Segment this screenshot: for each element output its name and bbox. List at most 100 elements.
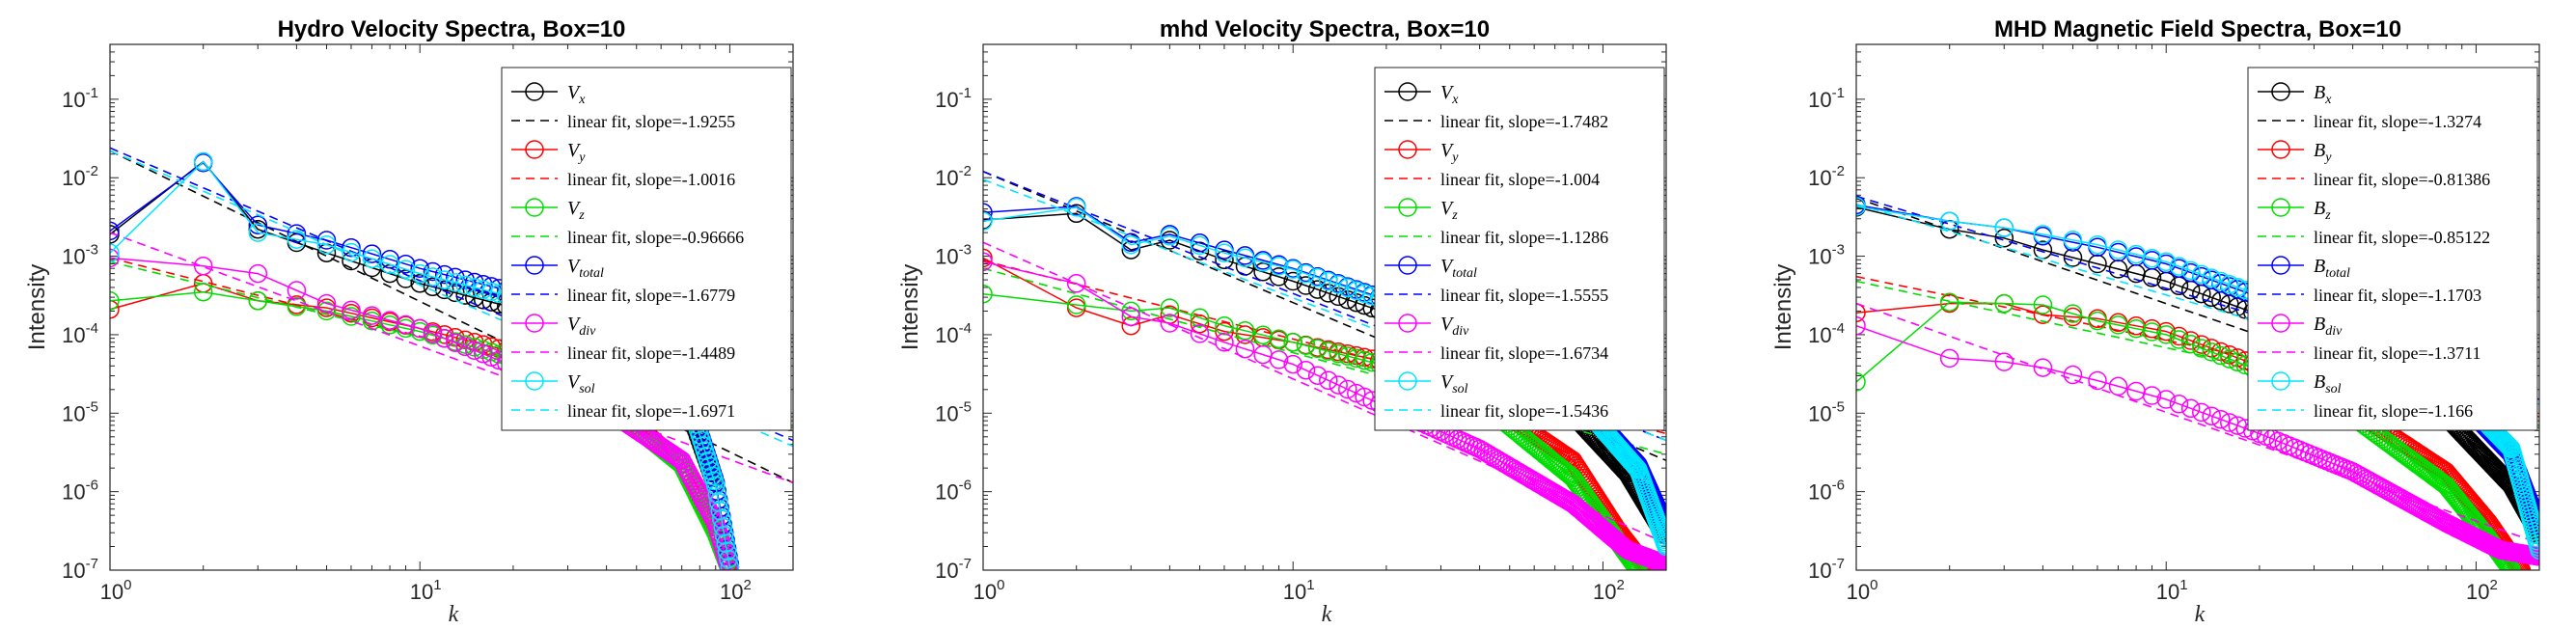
marker-B_sol: [2202, 268, 2221, 287]
x-tick-label: 102: [720, 577, 752, 604]
marker-V_x: [1215, 250, 1234, 270]
marker-V_z: [1066, 295, 1086, 314]
fit-line-B_sol: [1856, 203, 2539, 405]
marker-V_total: [287, 224, 307, 243]
marker-V_sol: [316, 234, 337, 255]
marker-V_sol: [1648, 513, 1666, 533]
marker-V_div: [1269, 350, 1289, 369]
fit-line-B_div: [1856, 302, 2539, 544]
marker-B_div: [2202, 406, 2221, 425]
marker-B_div: [1939, 348, 1959, 369]
marker-B_sol: [2527, 531, 2539, 551]
y-tick-label: 10-3: [62, 242, 98, 269]
marker-B_sol: [2156, 252, 2176, 272]
marker-V_sol: [1650, 518, 1666, 537]
marker-V_total: [110, 221, 120, 241]
marker-B_sol: [1994, 218, 2014, 237]
legend-marker-V_div: [1398, 314, 1417, 333]
y-tick-label: 10-4: [62, 320, 98, 347]
marker-V_sol: [1655, 532, 1666, 552]
marker-V_div: [342, 300, 361, 320]
series-layer: [1856, 195, 2539, 570]
legend-marker-V_x: [525, 82, 544, 101]
marker-V_z: [248, 291, 268, 311]
y-axis-label: Intensity: [1770, 264, 1796, 350]
marker-V_z: [1190, 308, 1210, 328]
marker-B_sol: [1856, 197, 1866, 216]
legend-box: [1374, 67, 1665, 431]
marker-V_div: [287, 281, 307, 300]
marker-V_sol: [1338, 278, 1357, 298]
legend-marker-V_sol: [1398, 371, 1417, 391]
legend-marker-V_x: [1398, 82, 1417, 101]
y-tick-label: 10-5: [1808, 398, 1845, 425]
marker-V_sol: [720, 557, 740, 570]
chart-title: Hydro Velocity Spectra, Box=10: [278, 16, 626, 42]
marker-V_div: [465, 341, 484, 360]
x-tick-label: 102: [2466, 577, 2498, 604]
marker-V_x: [434, 280, 454, 300]
marker-V_total: [316, 231, 337, 250]
fit-line-V_total: [110, 147, 793, 442]
marker-B_z: [2063, 304, 2083, 323]
y-tick-label: 10-3: [935, 242, 972, 269]
marker-B_z: [2202, 342, 2221, 362]
marker-V_sol: [455, 275, 475, 295]
marker-V_total: [396, 254, 416, 274]
y-tick-label: 10-3: [1808, 242, 1845, 269]
chart-title: mhd Velocity Spectra, Box=10: [1160, 16, 1490, 42]
marker-B_div: [2088, 370, 2107, 391]
series-V_div: [983, 241, 1666, 570]
marker-V_sol: [1235, 248, 1255, 268]
marker-V_sol: [446, 273, 465, 292]
marker-V_z: [380, 315, 399, 335]
marker-V_x: [410, 274, 429, 293]
marker-V_sol: [714, 526, 734, 545]
marker-V_div: [1066, 274, 1086, 293]
marker-V_total: [248, 215, 268, 234]
marker-V_z: [287, 297, 307, 316]
marker-V_x: [1121, 240, 1141, 260]
marker-B_sol: [2169, 257, 2189, 276]
chart-panel-3: 10-7 10-6 10-5 10-4 10-3 10-2 10-1 100 101 102 MHD…: [1770, 16, 2540, 627]
fit-line-V_div: [983, 241, 1666, 544]
legend-fit-label-B_y: linear fit, slope=-0.81386: [2314, 170, 2490, 189]
marker-V_div: [1296, 360, 1316, 380]
legend-marker-V_total: [1398, 256, 1417, 275]
marker-V_z: [1543, 451, 1563, 472]
marker-V_z: [193, 282, 213, 302]
legend-fit-label-V_div: linear fit, slope=-1.6734: [1440, 343, 1608, 363]
marker-V_z: [316, 301, 337, 321]
legend-label-V_x: Vx: [1440, 82, 1459, 107]
legend: Vx linear fit, slope=-1.7482 Vy linear fit,…: [1374, 67, 1665, 431]
axes-frame: [109, 43, 794, 571]
marker-V_div: [410, 318, 429, 339]
marker-B_div: [2156, 390, 2176, 409]
y-tick-label: 10-2: [1808, 163, 1845, 190]
marker-B_z: [2033, 295, 2053, 314]
marker-B_sol: [2211, 271, 2231, 291]
legend-marker-V_y: [525, 140, 544, 159]
legend: Vx linear fit, slope=-1.9255 Vy linear fit,…: [501, 67, 792, 431]
chart-title: MHD Magnetic Field Spectra, Box=10: [1994, 16, 2401, 42]
legend-marker-B_z: [2271, 198, 2290, 217]
marker-V_sol: [423, 267, 443, 287]
marker-V_total: [983, 203, 993, 223]
marker-V_sol: [1651, 523, 1666, 542]
marker-V_div: [423, 324, 443, 343]
x-tick-label: 102: [1593, 577, 1625, 604]
marker-B_z: [2169, 330, 2189, 349]
marker-V_sol: [1657, 536, 1666, 557]
legend-marker-B_total: [2271, 256, 2290, 275]
marker-V_sol: [481, 282, 501, 302]
legend-label-B_z: Bz: [2314, 198, 2331, 223]
legend-fit-label-V_x: linear fit, slope=-1.7482: [1440, 112, 1608, 131]
marker-V_div: [1347, 383, 1366, 403]
marker-B_div: [2033, 358, 2053, 377]
marker-V_div: [193, 256, 213, 276]
marker-B_sol: [1939, 211, 1959, 231]
marker-B_div: [2192, 402, 2211, 423]
legend-marker-V_sol: [525, 371, 544, 391]
marker-B_sol: [2108, 240, 2128, 260]
marker-V_sol: [1656, 534, 1666, 554]
